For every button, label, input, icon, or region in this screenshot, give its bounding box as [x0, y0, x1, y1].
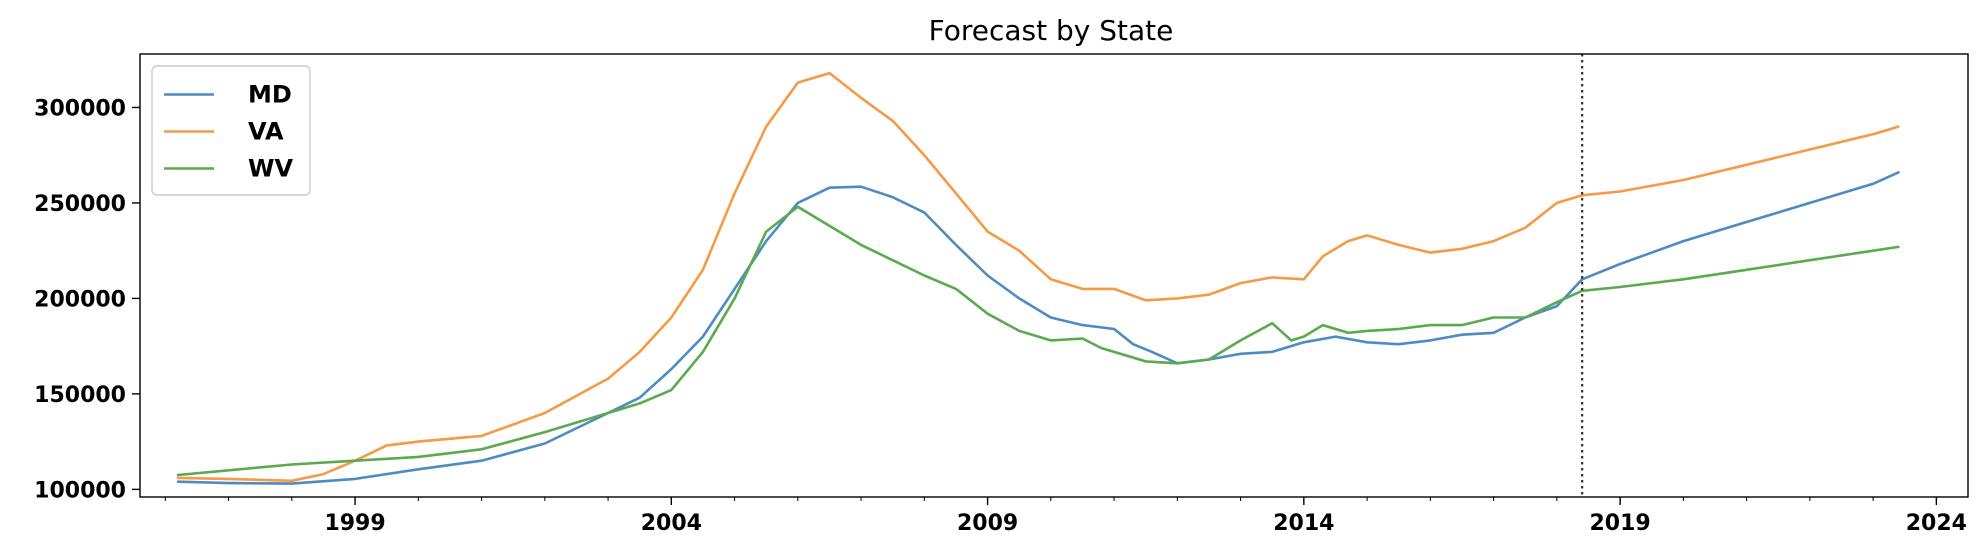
plot-area	[176, 54, 1900, 497]
series-line-va	[176, 71, 1900, 483]
x-tick-label: 1999	[324, 511, 385, 536]
axes: 1999 2004 2009 2014 2019 2024 100000 150000 2000…	[34, 53, 1969, 536]
legend-label-wv: WV	[248, 155, 293, 183]
y-tick-label: 200000	[34, 287, 126, 312]
x-tick-label: 2024	[1906, 511, 1967, 536]
legend: MD VA WV	[151, 65, 311, 196]
legend-box	[151, 65, 311, 196]
chart-title: Forecast by State	[929, 14, 1174, 47]
series-line-md	[176, 171, 1900, 485]
y-tick-label: 250000	[34, 192, 126, 217]
x-tick-label: 2014	[1273, 511, 1334, 536]
legend-label-va: VA	[248, 118, 284, 146]
legend-label-md: MD	[248, 81, 292, 109]
series-line-wv	[176, 205, 1900, 477]
y-tick-label: 150000	[34, 383, 126, 408]
x-tick-label: 2004	[641, 511, 702, 536]
y-tick-label: 300000	[34, 96, 126, 121]
x-tick-label: 2009	[957, 511, 1018, 536]
y-tick-label: 100000	[34, 478, 126, 503]
x-tick-label: 2019	[1589, 511, 1650, 536]
plot-frame	[139, 53, 1969, 498]
series-lines	[176, 71, 1900, 485]
